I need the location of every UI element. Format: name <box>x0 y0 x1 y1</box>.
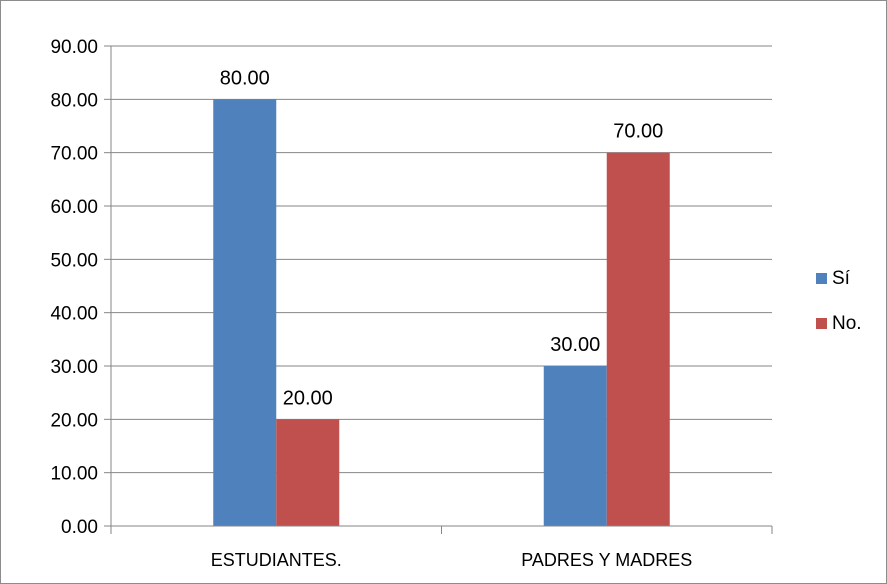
y-tick-label: 20.00 <box>50 410 98 431</box>
y-tick-label: 80.00 <box>50 90 98 111</box>
y-tick-label: 30.00 <box>50 357 98 378</box>
data-label: 30.00 <box>550 334 600 356</box>
legend-label: Sí <box>832 268 851 289</box>
x-axis: ESTUDIANTES. PADRES Y MADRES <box>110 525 773 570</box>
legend: Sí No. <box>816 268 862 334</box>
y-tick-label: 40.00 <box>50 304 98 325</box>
legend-swatch <box>816 318 827 329</box>
legend-label: No. <box>832 313 862 334</box>
data-labels: 80.00 20.00 30.00 70.00 <box>220 67 664 409</box>
y-tick-label: 70.00 <box>50 144 98 165</box>
bar <box>543 366 607 526</box>
y-tick-label: 60.00 <box>50 197 98 218</box>
y-tick-label: 90.00 <box>50 37 98 58</box>
data-label: 70.00 <box>613 121 663 143</box>
bar <box>213 99 277 526</box>
bar <box>276 419 340 526</box>
bars <box>213 99 670 526</box>
y-axis: 0.00 10.00 20.00 30.00 40.00 50.00 60.00 70.00 8… <box>50 37 112 538</box>
y-tick-label: 0.00 <box>61 517 98 538</box>
x-category-label: PADRES Y MADRES <box>521 550 692 570</box>
data-label: 20.00 <box>283 387 333 409</box>
data-label: 80.00 <box>220 67 270 89</box>
x-category-label: ESTUDIANTES. <box>211 550 342 570</box>
y-tick-label: 50.00 <box>50 250 98 271</box>
bar <box>606 152 670 526</box>
gridlines <box>111 45 772 527</box>
y-tick-label: 10.00 <box>50 464 98 485</box>
legend-swatch <box>816 273 827 284</box>
